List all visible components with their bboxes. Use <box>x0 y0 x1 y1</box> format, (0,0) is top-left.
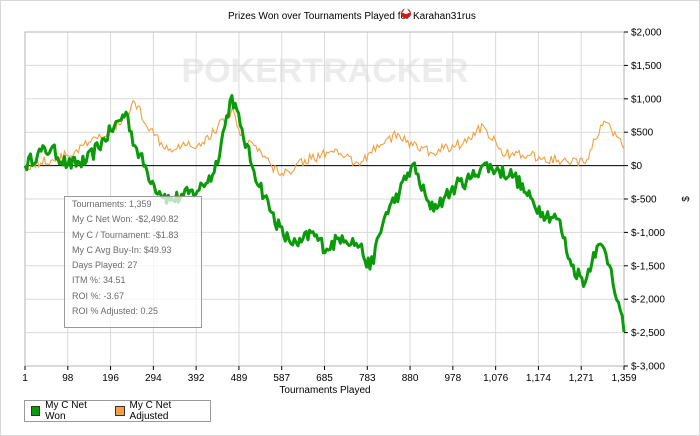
x-tick-label: 685 <box>316 373 333 384</box>
x-tick-label: 1,271 <box>569 373 594 384</box>
stats-tooltip: Tournaments: 1,359 My C Net Won: -$2,490.… <box>64 196 202 328</box>
y-axis-ticks: $2,000 $1,500 $1,000 $500 $0 $-500 $-1,000 $-1,… <box>624 28 665 373</box>
legend-swatch-orange <box>115 406 125 416</box>
legend-item-my-c-net-won[interactable]: My C Net Won <box>31 400 103 422</box>
x-tick-label: 880 <box>402 373 419 384</box>
chart-title-group: Prizes Won over Tournaments Played for K… <box>228 7 476 22</box>
x-tick-label: 294 <box>145 373 162 384</box>
y-tick-label: $500 <box>631 128 654 139</box>
y-tick-label: $-2,000 <box>631 295 665 306</box>
legend-item-my-c-net-adjusted[interactable]: My C Net Adjusted <box>115 400 204 422</box>
legend-label-my-c-net-adjusted: My C Net Adjusted <box>129 400 172 422</box>
y-tick-label: $1,500 <box>631 61 662 72</box>
tooltip-row: Tournaments: 1,359 <box>72 199 152 209</box>
x-tick-label: 98 <box>62 373 74 384</box>
legend-label-my-c-net-won: My C Net Won <box>45 400 87 422</box>
series-line-my-c-net-won <box>23 94 626 333</box>
tooltip-row: ITM %: 34.51 <box>72 275 126 286</box>
y-tick-label: $0 <box>631 161 643 172</box>
x-axis-ticks: 1 98 196 294 392 489 587 685 783 880 978 1,076 1,174… <box>22 366 637 384</box>
tooltip-row: My C Avg Buy-In: $49.93 <box>72 244 172 255</box>
x-tick-label: 489 <box>231 373 248 384</box>
tooltip-row: My C / Tournament: -$1.83 <box>72 229 179 240</box>
x-tick-label: 196 <box>102 373 119 384</box>
chart-title: Prizes Won over Tournaments Played for <box>228 11 410 22</box>
x-tick-label: 978 <box>445 373 462 384</box>
tooltip-row: My C Net Won: -$2,490.82 <box>72 214 179 225</box>
poker-spade-icon <box>401 7 411 19</box>
x-tick-label: 1,174 <box>526 373 551 384</box>
tooltip-row: Days Played: 27 <box>72 260 138 271</box>
x-tick-label: 1 <box>22 373 28 384</box>
legend-swatch-green <box>31 406 41 416</box>
y-tick-label: $-500 <box>631 195 657 206</box>
chart-legend: My C Net Won My C Net Adjusted <box>24 400 211 422</box>
x-tick-label: 392 <box>188 373 205 384</box>
x-tick-label: 1,359 <box>611 373 636 384</box>
y-tick-label: $2,000 <box>631 28 662 39</box>
y-tick-label: $-2,500 <box>631 328 665 339</box>
x-tick-label: 587 <box>273 373 290 384</box>
y-tick-label: $-1,000 <box>631 228 665 239</box>
y-tick-label: $1,000 <box>631 94 662 105</box>
tooltip-row: ROI %: -3.67 <box>72 290 125 301</box>
x-tick-label: 1,076 <box>483 373 508 384</box>
player-name: Karahan31rus <box>413 11 476 22</box>
y-axis-title: $ <box>681 196 692 202</box>
tooltip-row: ROI % Adjusted: 0.25 <box>72 306 159 317</box>
x-tick-label: 783 <box>359 373 376 384</box>
y-tick-label: $-3,000 <box>631 362 665 373</box>
x-axis-title: Tournaments Played <box>279 385 370 396</box>
y-tick-label: $-1,500 <box>631 261 665 272</box>
